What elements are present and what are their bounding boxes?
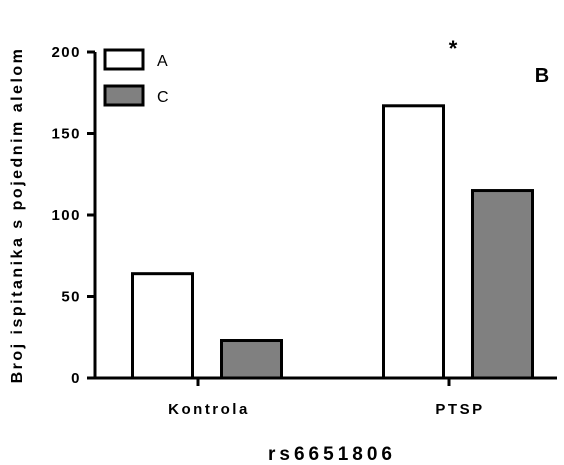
bar-a-kontrola — [131, 272, 194, 380]
x-tick-label: PTSP — [435, 401, 484, 418]
significance-annotation: * — [449, 36, 458, 61]
bars-group — [131, 104, 534, 380]
bar-c-ptsp — [471, 189, 534, 380]
y-axis-label: Broj ispitanika s pojednim alelom — [9, 47, 26, 384]
legend-label-c: C — [157, 89, 169, 106]
panel-label: B — [535, 65, 549, 87]
y-tick-label: 200 — [51, 44, 81, 61]
x-ticks: Kontrola PTSP — [168, 378, 484, 418]
x-axis-label: rs6651806 — [268, 444, 396, 465]
y-tick-label: 150 — [51, 126, 81, 143]
y-tick-label: 0 — [71, 370, 81, 387]
legend-swatch-c — [103, 84, 145, 107]
legend: A C — [103, 48, 169, 107]
legend-label-a: A — [157, 53, 168, 70]
x-tick-label: Kontrola — [168, 401, 250, 418]
bar-c-kontrola — [220, 339, 283, 380]
y-ticks: 0 50 100 150 200 — [51, 44, 95, 387]
legend-swatch-a — [103, 48, 145, 71]
bar-a-ptsp — [382, 104, 445, 380]
y-tick-label: 50 — [61, 289, 81, 306]
y-tick-label: 100 — [51, 207, 81, 224]
